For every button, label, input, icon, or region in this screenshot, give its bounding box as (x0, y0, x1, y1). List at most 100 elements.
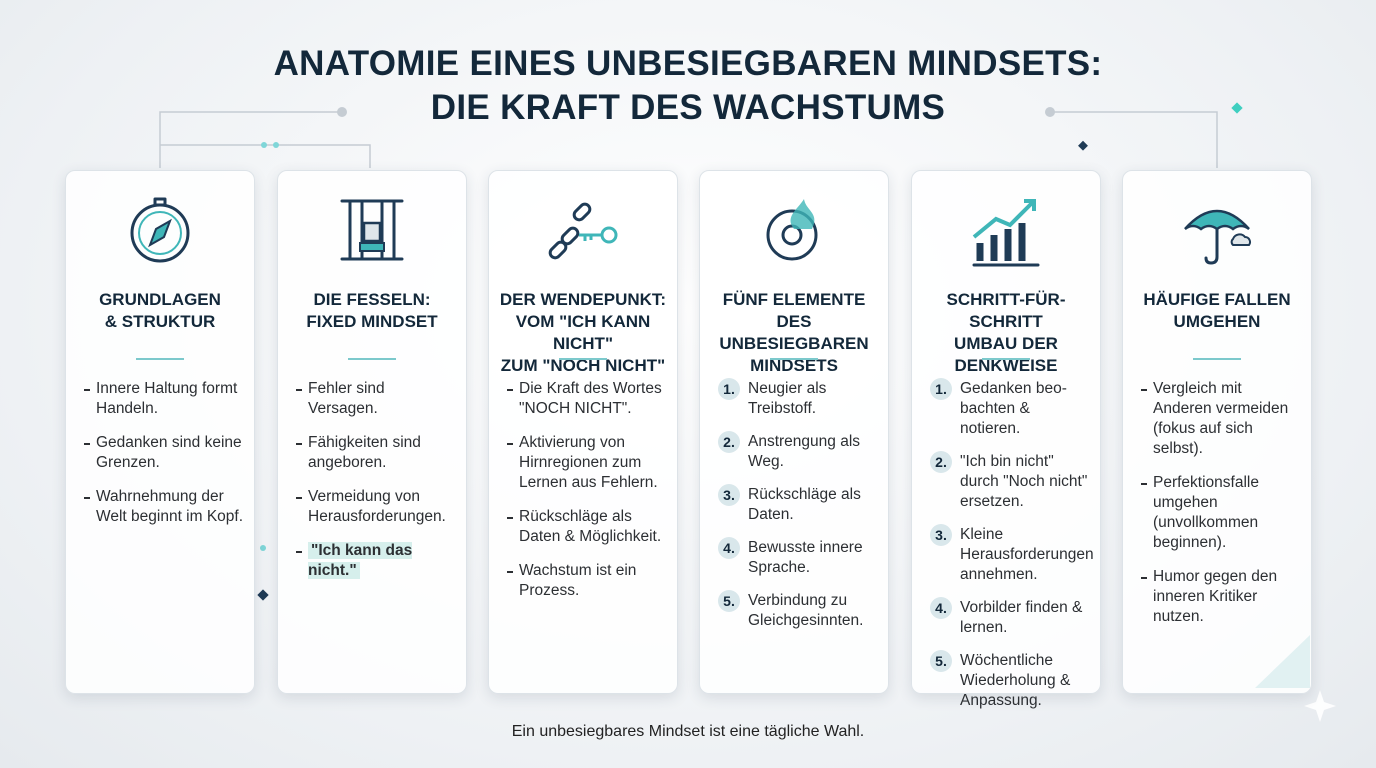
list-item: Wachstum ist ein Prozess. (507, 561, 667, 601)
list-item: 5. Wöchentliche Wiederholung & Anpassung. (930, 650, 1090, 711)
item-text: Perfektionsfalle umgehen (unvollkommen b… (1153, 474, 1259, 551)
bullet (507, 443, 513, 445)
icon (766, 199, 818, 261)
icon (548, 202, 618, 260)
title-line: ANATOMIE EINES UNBESIEGBAREN MINDSETS: (273, 44, 1103, 83)
list-item: 3. Rückschläge als Daten. (718, 484, 878, 525)
card: DIE FESSELN: FIXED MINDSET Fehler sind Ver… (277, 170, 467, 694)
item-text: Fähigkeiten sind angeboren. (308, 434, 421, 471)
heading-line: FIXED MINDSET (306, 312, 438, 331)
bullet (507, 517, 513, 519)
item-number: 4. (718, 537, 740, 559)
card: DER WENDEPUNKT: VOM "ICH KANN NICHT" ZUM "… (488, 170, 678, 694)
list-item: Perfektionsfalle umgehen (unvollkommen b… (1141, 473, 1301, 553)
list-item: Humor gegen den inneren Kritiker nutzen. (1141, 567, 1301, 627)
divider (982, 358, 1030, 360)
heading-line: HÄUFIGE FALLEN (1143, 290, 1291, 309)
item-number: 3. (930, 524, 952, 546)
heading-line: UMGEHEN (1173, 312, 1261, 331)
card-heading: SCHRITT-FÜR-SCHRITT UMBAU DER DENKWEISE (912, 289, 1100, 377)
heading-line: GRUNDLAGEN (99, 290, 221, 309)
item-text: "Ich bin nicht" durch "Noch nicht" erset… (960, 453, 1088, 510)
card: GRUNDLAGEN & STRUKTUR Innere Haltung formt… (65, 170, 255, 694)
list-item: "Ich kann das nicht." (296, 541, 456, 581)
bullet (507, 571, 513, 573)
list-item: Gedanken sind keine Grenzen. (84, 433, 244, 473)
footer: Ein unbesiegbares Mindset ist eine tägli… (511, 723, 865, 740)
heading-line: VOM "ICH KANN NICHT" (515, 312, 651, 353)
heading-line: FÜNF ELEMENTE (722, 290, 866, 309)
item-text: Innere Haltung formt Handeln. (96, 380, 238, 417)
bullet (1141, 577, 1147, 579)
title: ANATOMIE EINES UNBESIEGBAREN MINDSETS: D… (0, 42, 1376, 130)
divider (136, 358, 184, 360)
divider (1193, 358, 1241, 360)
item-number: 5. (718, 590, 740, 612)
icon (340, 199, 404, 261)
heading-line: UMBAU DER (954, 334, 1058, 353)
item-text: Kleine Herausforderungen annehmen. (960, 526, 1094, 583)
icon (972, 199, 1040, 267)
list-item: Fehler sind Versagen. (296, 379, 456, 419)
bullet (296, 551, 302, 553)
item-text: Vergleich mit Anderen vermeiden (fokus a… (1153, 380, 1289, 457)
item-number: 1. (718, 378, 740, 400)
heading-line: DES UNBESIEGBAREN (719, 312, 869, 353)
list-item: 5. Verbindung zu Gleichgesinnten. (718, 590, 878, 631)
list-item: Aktivierung von Hirnregionen zum Lernen … (507, 433, 667, 493)
title-line: DIE KRAFT DES WACHSTUMS (430, 88, 946, 127)
item-number: 1. (930, 378, 952, 400)
heading-line: DENKWEISE (954, 356, 1058, 375)
item-number: 5. (930, 650, 952, 672)
item-list: Vergleich mit Anderen vermeiden (fokus a… (1141, 379, 1301, 641)
list-item: Die Kraft des Wortes "NOCH NICHT". (507, 379, 667, 419)
bullet (507, 389, 513, 391)
heading-line: MINDSETS (750, 356, 838, 375)
heading-line: DIE FESSELN: (313, 290, 431, 309)
card-heading: GRUNDLAGEN & STRUKTUR (66, 289, 254, 333)
list-item: Wahrnehmung der Welt beginnt im Kopf. (84, 487, 244, 527)
list-item: Innere Haltung formt Handeln. (84, 379, 244, 419)
list-item: 2. Anstrengung als Weg. (718, 431, 878, 472)
icon (130, 197, 190, 263)
divider (770, 358, 818, 360)
item-text: "Ich kann das nicht." (308, 542, 413, 579)
item-list: 1. Neugier als Treibstoff. 2. Anstrengung a… (718, 378, 878, 644)
bullet (296, 497, 302, 499)
card: HÄUFIGE FALLEN UMGEHEN Vergleich mit Ander… (1122, 170, 1312, 694)
heading-line: SCHRITT-FÜR-SCHRITT (946, 290, 1066, 331)
item-text: Vermeidung von Herausforderungen. (308, 488, 446, 525)
item-text: Anstrengung als Weg. (748, 433, 861, 470)
list-item: 3. Kleine Herausforderungen annehmen. (930, 524, 1094, 585)
item-list: Die Kraft des Wortes "NOCH NICHT". Aktivi… (507, 379, 667, 615)
icon (1184, 209, 1251, 265)
item-text: Die Kraft des Wortes "NOCH NICHT". (519, 380, 662, 417)
item-text: Neugier als Treibstoff. (748, 380, 827, 417)
divider (559, 358, 607, 360)
list-item: Vermeidung von Herausforderungen. (296, 487, 456, 527)
item-list: 1. Gedanken beo-bachten & notieren. 2. "Ich… (930, 378, 1094, 724)
card: SCHRITT-FÜR-SCHRITT UMBAU DER DENKWEISE 1. G… (911, 170, 1101, 709)
item-number: 4. (930, 597, 952, 619)
card: FÜNF ELEMENTE DES UNBESIEGBAREN MINDSETS 1.… (699, 170, 889, 694)
heading-line: ZUM "NOCH NICHT" (500, 356, 666, 375)
item-text: Rückschläge als Daten. (748, 486, 861, 523)
item-text: Vorbilder finden & lernen. (960, 599, 1083, 636)
card-heading: FÜNF ELEMENTE DES UNBESIEGBAREN MINDSETS (700, 289, 888, 377)
heading-line: & STRUKTUR (104, 312, 216, 331)
list-item: Fähigkeiten sind angeboren. (296, 433, 456, 473)
item-text: Humor gegen den inneren Kritiker nutzen. (1153, 568, 1278, 625)
bullet (1141, 389, 1147, 391)
item-text: Wachstum ist ein Prozess. (519, 562, 637, 599)
list-item: Vergleich mit Anderen vermeiden (fokus a… (1141, 379, 1301, 459)
heading-line: DER WENDEPUNKT: (499, 290, 667, 309)
list-item: Rückschläge als Daten & Möglichkeit. (507, 507, 667, 547)
item-text: Bewusste innere Sprache. (748, 539, 863, 576)
item-list: Fehler sind Versagen. Fähigkeiten sind an… (296, 379, 456, 595)
item-number: 3. (718, 484, 740, 506)
item-text: Verbindung zu Gleichgesinnten. (748, 592, 864, 629)
list-item: 4. Bewusste innere Sprache. (718, 537, 878, 578)
list-item: 2. "Ich bin nicht" durch "Noch nicht" ers… (930, 451, 1090, 512)
item-text: Gedanken beo-bachten & notieren. (960, 380, 1067, 437)
card-heading: HÄUFIGE FALLEN UMGEHEN (1123, 289, 1311, 333)
